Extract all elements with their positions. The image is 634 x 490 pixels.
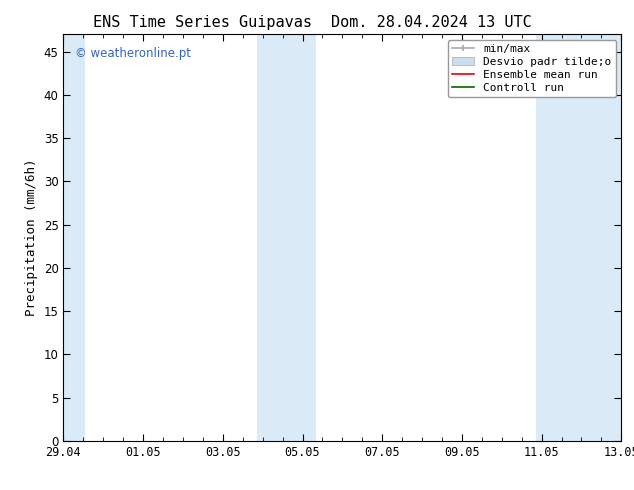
Text: Dom. 28.04.2024 13 UTC: Dom. 28.04.2024 13 UTC <box>331 15 531 30</box>
Bar <box>61 34 86 441</box>
Bar <box>257 34 285 441</box>
Text: ENS Time Series Guipavas: ENS Time Series Guipavas <box>93 15 313 30</box>
Y-axis label: Precipitation (mm/6h): Precipitation (mm/6h) <box>25 159 38 317</box>
Bar <box>536 34 564 441</box>
Bar <box>285 34 316 441</box>
Bar <box>564 34 623 441</box>
Text: © weatheronline.pt: © weatheronline.pt <box>75 47 191 59</box>
Legend: min/max, Desvio padr tilde;o, Ensemble mean run, Controll run: min/max, Desvio padr tilde;o, Ensemble m… <box>448 40 616 97</box>
